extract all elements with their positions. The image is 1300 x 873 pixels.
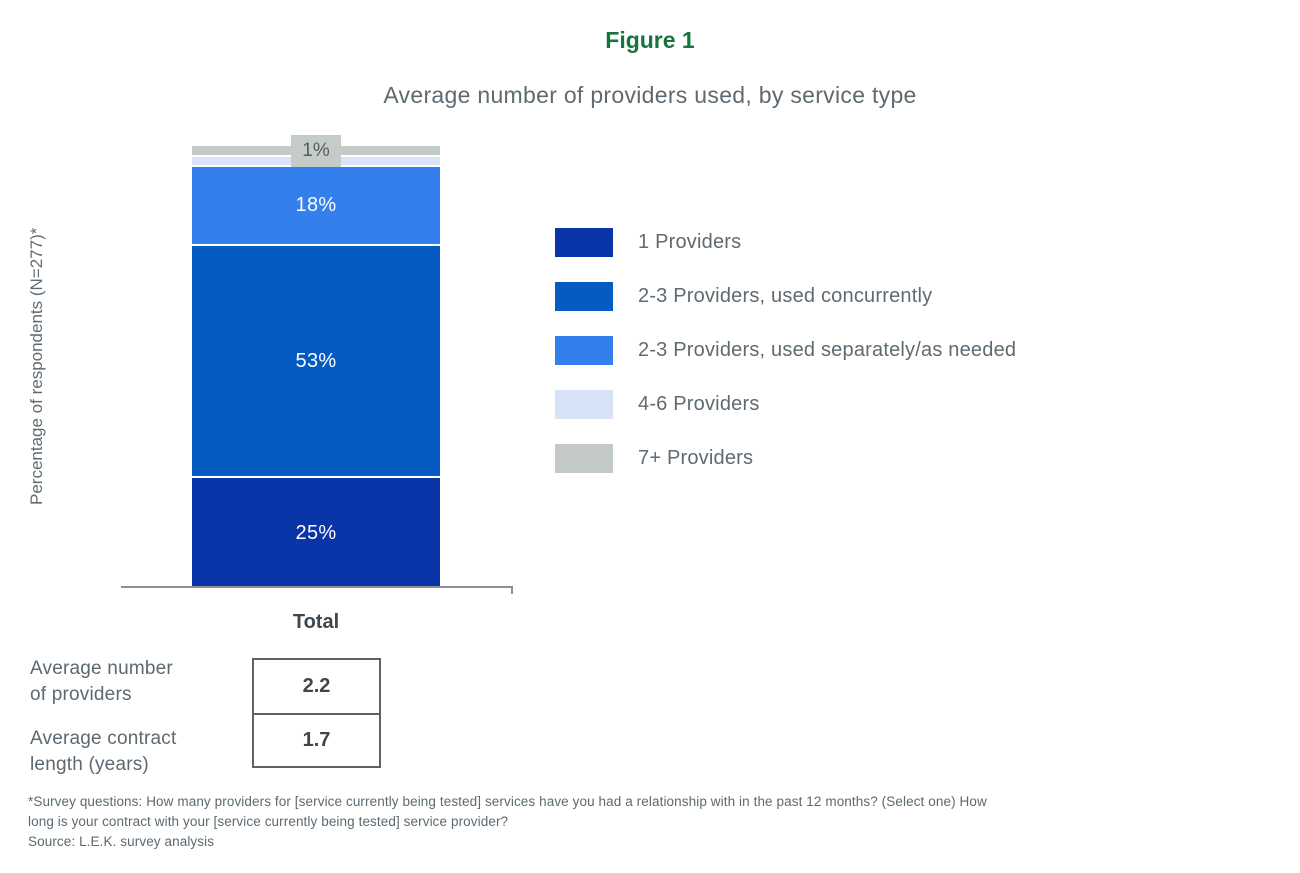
stat-label-avg-contract: Average contract length (years) (30, 726, 177, 778)
legend-label-2-3-concurrently: 2-3 Providers, used concurrently (638, 285, 933, 307)
bar-segment-2-3-concurrently: 53% (192, 246, 440, 476)
footnote: *Survey questions: How many providers fo… (28, 792, 1278, 852)
x-axis-line (121, 586, 513, 588)
legend-swatch-1-providers (555, 228, 613, 257)
figure-label: Figure 1 (605, 27, 695, 53)
legend-label-7plus-providers: 7+ Providers (638, 447, 754, 469)
y-axis-label: Percentage of respondents (N=277)* (27, 227, 46, 505)
bar-segment-1-providers: 25% (192, 478, 440, 588)
chart-title: Average number of providers used, by ser… (383, 82, 917, 108)
legend-label-4-6-providers: 4-6 Providers (638, 393, 760, 415)
legend-swatch-2-3-concurrently (555, 282, 613, 311)
legend-label-2-3-separately: 2-3 Providers, used separately/as needed (638, 339, 1017, 361)
legend-swatch-7plus-providers (555, 444, 613, 473)
bar-segment-2-3-separately: 18% (192, 167, 440, 244)
legend: 1 Providers 2-3 Providers, used concurre… (555, 228, 1016, 498)
stat-value-avg-providers: 2.2 (302, 675, 331, 697)
footnote-line-2: long is your contract with your [service… (28, 814, 509, 829)
stat-value-table: 2.2 1.7 (252, 658, 381, 768)
source-line: Source: L.E.K. survey analysis (28, 834, 215, 849)
footnote-line-1: *Survey questions: How many providers fo… (28, 794, 987, 809)
segment-label-1-providers: 25% (295, 521, 337, 544)
stacked-bar-total: 1% 18% 53% 25% (192, 135, 440, 588)
x-category-label: Total (292, 611, 340, 633)
legend-item-7plus-providers: 7+ Providers (555, 444, 1016, 473)
legend-item-2-3-separately: 2-3 Providers, used separately/as needed (555, 336, 1016, 365)
stat-label-avg-providers: Average number of providers (30, 656, 173, 708)
legend-item-4-6-providers: 4-6 Providers (555, 390, 1016, 419)
legend-swatch-4-6-providers (555, 390, 613, 419)
legend-label-1-providers: 1 Providers (638, 231, 742, 253)
stat-label-avg-contract-line2: length (years) (30, 754, 149, 775)
stat-value-avg-contract: 1.7 (254, 713, 379, 766)
segment-label-7plus-providers: 1% (291, 135, 341, 167)
stat-label-avg-providers-line2: of providers (30, 684, 132, 705)
segment-label-2-3-separately: 18% (295, 194, 337, 216)
x-axis-tick (511, 586, 513, 594)
stat-label-avg-contract-line1: Average contract (30, 728, 177, 749)
legend-swatch-2-3-separately (555, 336, 613, 365)
legend-item-2-3-concurrently: 2-3 Providers, used concurrently (555, 282, 1016, 311)
legend-item-1-providers: 1 Providers (555, 228, 1016, 257)
stat-label-avg-providers-line1: Average number (30, 658, 173, 679)
segment-label-2-3-concurrently: 53% (295, 349, 337, 372)
